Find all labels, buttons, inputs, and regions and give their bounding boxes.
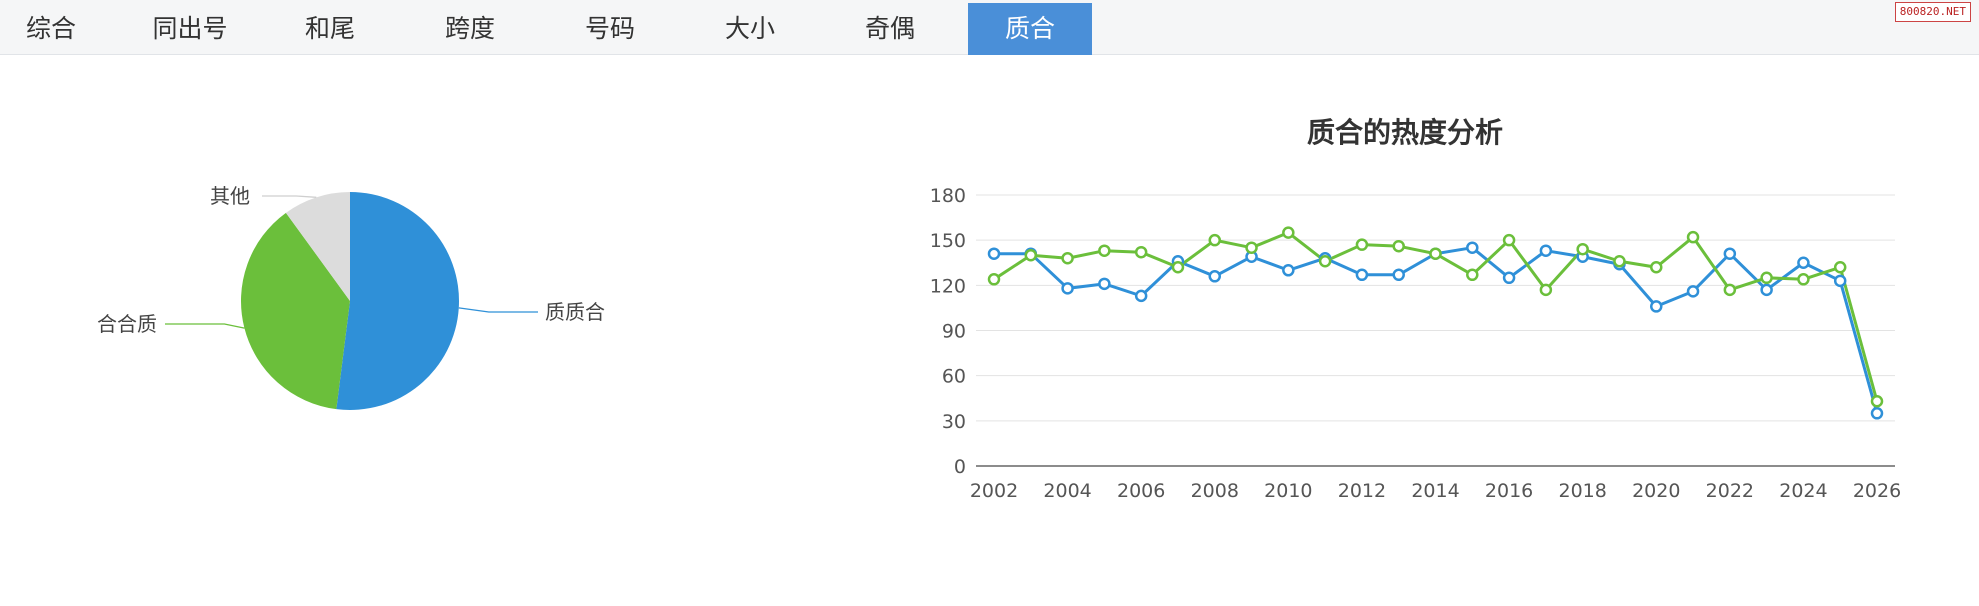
x-tick-label: 2024 xyxy=(1779,480,1827,502)
data-point-1 xyxy=(1539,244,1553,257)
y-tick-label: 120 xyxy=(930,275,966,297)
data-point-2 xyxy=(1245,241,1258,254)
data-point-1 xyxy=(1282,264,1295,277)
data-point-1 xyxy=(1723,247,1737,260)
y-tick-label: 0 xyxy=(954,456,966,478)
data-point-1 xyxy=(1134,289,1148,303)
data-point-2 xyxy=(1833,261,1847,274)
tab-zonghe[interactable]: 综合 xyxy=(25,14,76,43)
x-tick-label: 2018 xyxy=(1558,480,1606,502)
data-point-2 xyxy=(1171,261,1185,274)
pie-label-line xyxy=(262,195,317,198)
tab-daxiao[interactable]: 大小 xyxy=(724,14,775,43)
data-point-2 xyxy=(1208,233,1221,247)
data-point-2 xyxy=(1686,230,1700,244)
data-point-2 xyxy=(1613,254,1626,268)
x-tick-label: 2008 xyxy=(1191,480,1239,502)
data-point-1 xyxy=(1392,268,1405,282)
x-tick-label: 2002 xyxy=(970,480,1018,502)
data-point-1 xyxy=(1870,407,1884,420)
x-tick-label: 2010 xyxy=(1264,480,1312,502)
y-tick-label: 150 xyxy=(930,230,966,252)
data-point-2 xyxy=(1539,283,1553,297)
tab-tongchuhao[interactable]: 同出号 xyxy=(152,14,228,43)
data-point-1 xyxy=(1466,241,1479,254)
x-tick-label: 2026 xyxy=(1853,480,1901,502)
data-point-2 xyxy=(1134,245,1148,259)
data-point-1 xyxy=(1760,283,1773,297)
pie-label: 合合质 xyxy=(97,312,157,336)
data-point-1 xyxy=(1686,285,1700,298)
pie-label-line xyxy=(458,307,538,313)
x-tick-label: 2022 xyxy=(1706,480,1754,502)
pie-label: 质质合 xyxy=(545,300,605,324)
tab-hewei[interactable]: 和尾 xyxy=(304,14,355,43)
pie-slice xyxy=(285,192,350,301)
line-chart: 质合的热度分析 0 30 60 90 120 150 180 2002 2004 2006 2008 2… xyxy=(930,116,1901,502)
y-tick-label: 30 xyxy=(942,411,966,433)
data-point-2 xyxy=(1355,238,1369,251)
data-point-1 xyxy=(1833,274,1847,288)
data-point-2 xyxy=(1024,248,1038,262)
tab-haoma[interactable]: 号码 xyxy=(584,14,635,43)
x-tick-label: 2020 xyxy=(1632,480,1680,502)
pie-label-line xyxy=(165,323,245,329)
x-tick-label: 2012 xyxy=(1338,480,1386,502)
data-point-1 xyxy=(1797,256,1810,269)
data-point-2 xyxy=(1502,233,1516,247)
data-point-2 xyxy=(1392,239,1405,253)
y-tick-label: 60 xyxy=(942,366,966,388)
data-point-2 xyxy=(1760,271,1773,285)
tab-zhihe[interactable]: 质合 xyxy=(968,3,1092,55)
data-point-1 xyxy=(987,247,1001,260)
data-point-2 xyxy=(1282,226,1295,239)
data-point-1 xyxy=(1208,270,1221,283)
y-tick-label: 180 xyxy=(930,185,966,207)
data-point-2 xyxy=(1061,251,1074,265)
data-point-2 xyxy=(1797,273,1810,286)
site-watermark: 800820.NET xyxy=(1894,2,1971,22)
data-point-1 xyxy=(1355,268,1369,282)
data-point-2 xyxy=(1576,242,1589,256)
data-point-2 xyxy=(1466,268,1479,282)
x-tick-label: 2016 xyxy=(1485,480,1533,502)
tab-jiou[interactable]: 奇偶 xyxy=(864,14,915,43)
data-point-2 xyxy=(1723,283,1737,297)
pie-slice xyxy=(240,212,350,410)
pie-label: 其他 xyxy=(210,184,250,208)
data-point-1 xyxy=(1502,271,1516,285)
pie-slice xyxy=(336,192,459,411)
line-chart-title: 质合的热度分析 xyxy=(1307,116,1503,149)
x-tick-label: 2014 xyxy=(1411,480,1459,502)
data-point-1 xyxy=(1650,300,1663,313)
data-point-1 xyxy=(1061,282,1074,295)
data-point-2 xyxy=(1318,254,1332,268)
y-tick-label: 90 xyxy=(942,321,966,343)
data-point-2 xyxy=(987,273,1001,286)
data-point-2 xyxy=(1429,247,1442,260)
data-point-2 xyxy=(1650,261,1663,274)
data-point-1 xyxy=(1098,277,1111,291)
tab-kuadu[interactable]: 跨度 xyxy=(444,14,495,43)
data-point-2 xyxy=(1098,244,1111,257)
x-tick-label: 2004 xyxy=(1043,480,1091,502)
data-point-2 xyxy=(1870,395,1884,408)
tab-bar: 综合 同出号 和尾 跨度 号码 大小 奇偶 质合 xyxy=(0,0,1979,55)
x-tick-label: 2006 xyxy=(1117,480,1165,502)
